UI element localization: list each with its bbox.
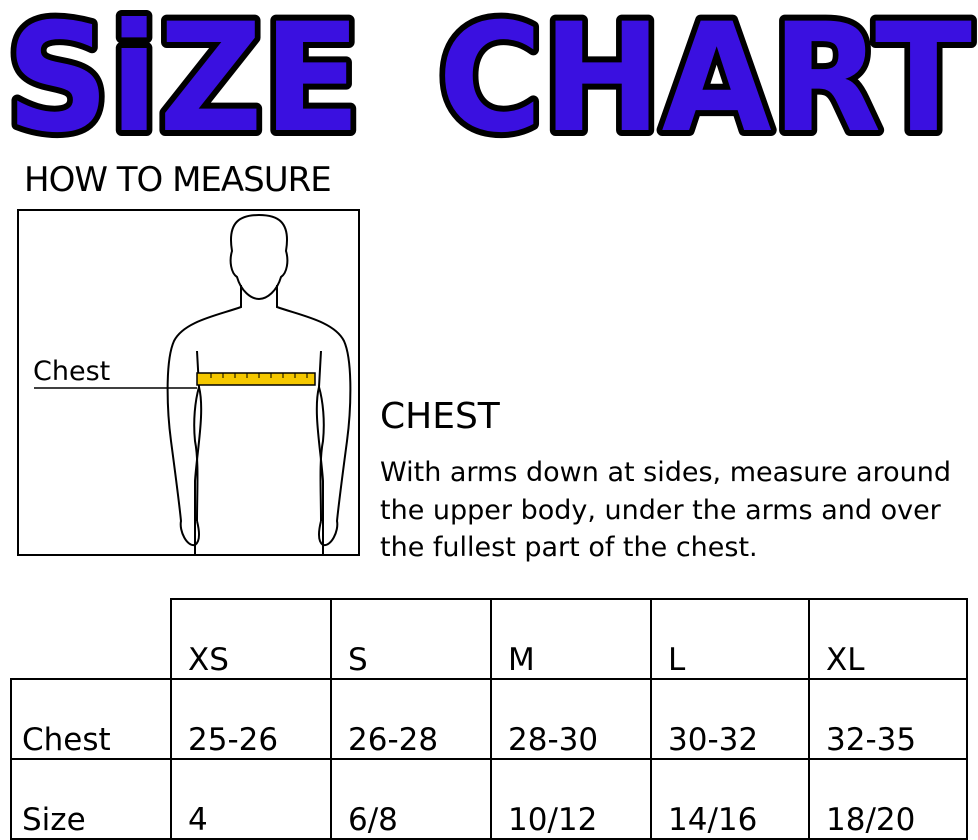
cell-value: 28-30 bbox=[508, 722, 599, 758]
title-word-chart: CHART bbox=[438, 0, 972, 150]
title-word-size: SiZE bbox=[6, 0, 361, 150]
table-cell: 30-32 bbox=[650, 678, 810, 760]
row-label-size: Size bbox=[10, 758, 172, 840]
table-cell: 32-35 bbox=[808, 678, 968, 760]
table-cell: 28-30 bbox=[490, 678, 652, 760]
cell-value: 30-32 bbox=[668, 722, 759, 758]
table-cell: 26-28 bbox=[330, 678, 492, 760]
size-header-text: XL bbox=[826, 642, 865, 678]
size-header-text: M bbox=[508, 642, 535, 678]
how-to-measure-heading: HOW TO MEASURE bbox=[24, 160, 332, 200]
table-cell: 4 bbox=[170, 758, 332, 840]
size-header-text: L bbox=[668, 642, 686, 678]
cell-value: 32-35 bbox=[826, 722, 917, 758]
cell-value: 25-26 bbox=[188, 722, 279, 758]
row-label-text: Size bbox=[22, 802, 86, 838]
cell-value: 26-28 bbox=[348, 722, 439, 758]
chest-label: Chest bbox=[33, 356, 111, 387]
measurement-figure: Chest bbox=[17, 209, 360, 556]
row-label-text: Chest bbox=[22, 722, 111, 758]
body-outline-illustration bbox=[34, 213, 352, 554]
table-cell: 14/16 bbox=[650, 758, 810, 840]
size-header-l: L bbox=[650, 598, 810, 680]
table-cell: 10/12 bbox=[490, 758, 652, 840]
size-header-text: S bbox=[348, 642, 368, 678]
cell-value: 14/16 bbox=[668, 802, 758, 838]
size-chart-title: SiZE CHART bbox=[0, 0, 978, 150]
size-header-xl: XL bbox=[808, 598, 968, 680]
cell-value: 18/20 bbox=[826, 802, 916, 838]
chest-heading: CHEST bbox=[380, 396, 500, 437]
size-header-s: S bbox=[330, 598, 492, 680]
table-cell: 6/8 bbox=[330, 758, 492, 840]
cell-value: 4 bbox=[188, 802, 208, 838]
measuring-tape bbox=[196, 372, 316, 386]
size-header-xs: XS bbox=[170, 598, 332, 680]
row-label-chest: Chest bbox=[10, 678, 172, 760]
table-cell: 25-26 bbox=[170, 678, 332, 760]
cell-value: 6/8 bbox=[348, 802, 398, 838]
size-header-m: M bbox=[490, 598, 652, 680]
cell-value: 10/12 bbox=[508, 802, 598, 838]
table-cell: 18/20 bbox=[808, 758, 968, 840]
size-header-text: XS bbox=[188, 642, 229, 678]
chest-description: With arms down at sides, measure around … bbox=[380, 457, 951, 563]
